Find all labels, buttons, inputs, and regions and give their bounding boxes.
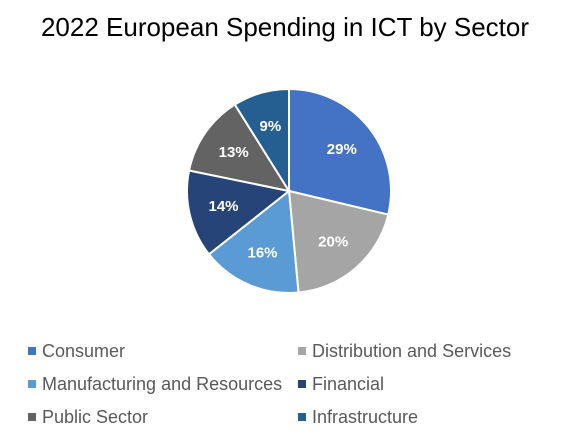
data-label-public-sector: 13% bbox=[219, 144, 249, 161]
pie-slice-consumer bbox=[288, 87, 392, 216]
data-label-manufacturing-and-resources: 16% bbox=[247, 244, 277, 261]
pie-slice-public-sector bbox=[187, 103, 292, 193]
data-label-financial: 14% bbox=[208, 198, 238, 215]
data-label-distribution-and-services: 20% bbox=[318, 233, 348, 250]
pie-slice-infrastructure bbox=[233, 87, 290, 195]
pie-slice-distribution-and-services bbox=[287, 189, 390, 294]
data-label-consumer: 29% bbox=[327, 141, 357, 158]
chart-title: 2022 European Spending in ICT by Sector bbox=[40, 12, 530, 42]
pie-slice-financial bbox=[186, 169, 292, 256]
pie-slice-manufacturing-and-resources bbox=[207, 189, 300, 294]
data-label-infrastructure: 9% bbox=[260, 118, 282, 135]
